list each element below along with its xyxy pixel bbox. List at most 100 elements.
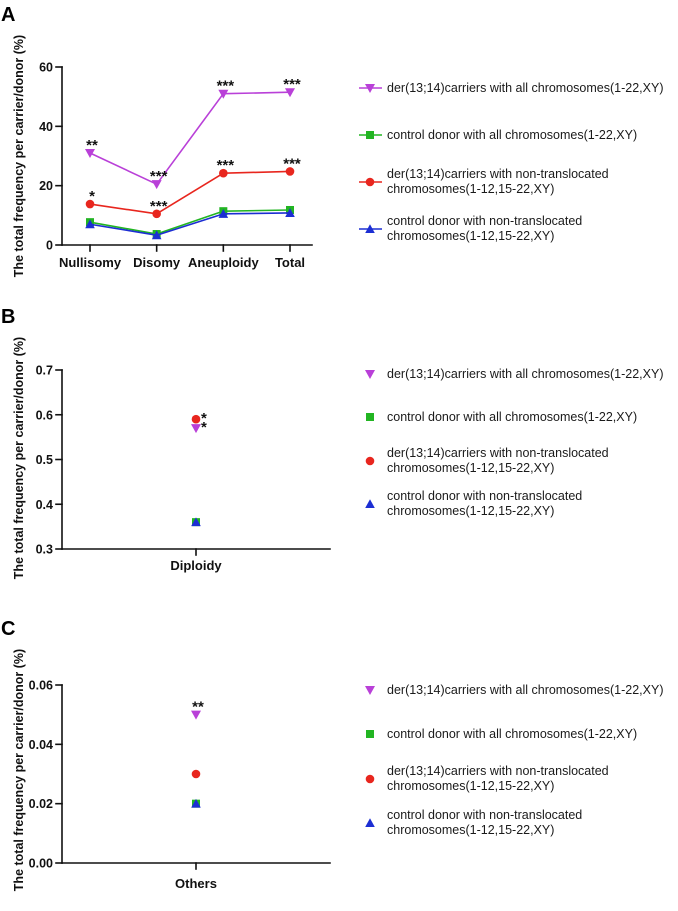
legend-item-c-3: der(13;14)carriers with non-translocated… bbox=[355, 759, 673, 799]
y-tick-label: 40 bbox=[39, 120, 53, 134]
series-3-marker-others bbox=[191, 769, 201, 779]
legend-label: control donor with non-translocated chro… bbox=[387, 488, 583, 518]
triangle-down-icon bbox=[365, 370, 375, 379]
series-3-marker-aneuploidy bbox=[219, 168, 228, 178]
y-axis-title: The total frequency per carrier/donor (%… bbox=[12, 35, 26, 277]
panel-label: A bbox=[1, 4, 15, 26]
legend-item-c-2: control donor with all chromosomes(1-22,… bbox=[355, 714, 673, 754]
legend-swatch bbox=[365, 456, 375, 465]
series-4-marker-others bbox=[191, 798, 201, 808]
square-icon bbox=[366, 131, 374, 139]
significance-label: * bbox=[201, 410, 207, 427]
legend-swatch bbox=[359, 224, 382, 233]
series-1-marker-diploidy bbox=[191, 424, 201, 434]
y-tick-label: 0.3 bbox=[36, 543, 53, 557]
panel-c: C The total frequency per carrier/donor (… bbox=[1, 618, 331, 891]
x-tick-label: Diploidy bbox=[170, 558, 222, 573]
triangle-up-icon bbox=[365, 499, 375, 508]
legend-item-c-1: der(13;14)carriers with all chromosomes(… bbox=[355, 670, 673, 710]
series-1-marker-total bbox=[285, 88, 295, 98]
panel-label: B bbox=[1, 306, 15, 328]
legend-swatch bbox=[365, 818, 375, 827]
triangle-down-icon bbox=[365, 686, 375, 695]
legend-label: control donor with non-translocated chro… bbox=[387, 214, 583, 243]
series-1 bbox=[85, 88, 295, 190]
x-tick-label: Nullisomy bbox=[59, 255, 122, 270]
series-3-marker-diploidy bbox=[191, 414, 201, 424]
legend-item-a-1: der(13;14)carriers with all chromosomes(… bbox=[355, 68, 673, 108]
legend-label: der(13;14)carriers with all chromosomes(… bbox=[387, 682, 664, 697]
series-1 bbox=[191, 710, 201, 720]
series-1 bbox=[191, 424, 201, 434]
y-tick-label: 0.4 bbox=[36, 498, 53, 512]
legend-swatch bbox=[365, 499, 375, 508]
legend-item-b-3: der(13;14)carriers with non-translocated… bbox=[355, 441, 673, 481]
x-tick-label: Others bbox=[175, 876, 217, 891]
significance-label: * bbox=[89, 188, 95, 205]
x-tick-label: Total bbox=[275, 255, 305, 270]
series-3-marker-disomy bbox=[152, 209, 161, 219]
y-tick-label: 0.00 bbox=[29, 857, 53, 871]
y-tick-label: 0.06 bbox=[29, 679, 53, 693]
y-tick-label: 60 bbox=[39, 61, 53, 75]
x-tick-label: Aneuploidy bbox=[188, 255, 260, 270]
series-3-marker-total bbox=[285, 167, 295, 176]
legend-swatch bbox=[359, 177, 382, 187]
legend-swatch bbox=[366, 413, 374, 422]
panel-b: B The total frequency per carrier/donor (… bbox=[1, 306, 331, 579]
series-4-marker-aneuploidy bbox=[218, 209, 229, 218]
y-tick-label: 0 bbox=[46, 239, 53, 253]
significance-label: *** bbox=[217, 157, 235, 174]
significance-label: *** bbox=[283, 76, 301, 93]
series-3-line bbox=[89, 170, 291, 215]
significance-label: ** bbox=[192, 699, 204, 716]
panel-a: A The total frequency per carrier/donor (… bbox=[1, 4, 313, 277]
significance-label: *** bbox=[150, 168, 168, 185]
legend-item-a-4: control donor with non-translocated chro… bbox=[355, 209, 673, 249]
legend-label: der(13;14)carriers with all chromosomes(… bbox=[387, 80, 664, 95]
legend-item-a-3: der(13;14)carriers with non-translocated… bbox=[355, 162, 673, 202]
legend-label: der(13;14)carriers with all chromosomes(… bbox=[387, 366, 664, 381]
series-4-line bbox=[89, 212, 291, 237]
y-tick-label: 0.7 bbox=[36, 364, 53, 378]
legend-swatch bbox=[365, 370, 375, 379]
significance-label: *** bbox=[217, 78, 235, 95]
triangle-down-icon bbox=[365, 84, 375, 93]
series-3 bbox=[85, 167, 295, 219]
legend-swatch bbox=[366, 730, 374, 739]
series-4 bbox=[85, 208, 295, 240]
legend-swatch bbox=[365, 774, 375, 783]
series-2 bbox=[86, 205, 294, 239]
significance-label: ** bbox=[86, 137, 98, 154]
legend-label: control donor with all chromosomes(1-22,… bbox=[387, 127, 638, 142]
series-3 bbox=[191, 414, 201, 424]
x-tick-label: Disomy bbox=[133, 255, 181, 270]
legend-item-b-2: control donor with all chromosomes(1-22,… bbox=[355, 397, 673, 437]
legend-label: der(13;14)carriers with non-translocated… bbox=[387, 167, 609, 196]
significance-label: * bbox=[201, 419, 207, 436]
series-1-marker-nullisomy bbox=[85, 149, 95, 159]
series-4 bbox=[191, 517, 201, 527]
square-icon bbox=[366, 730, 374, 739]
series-1-marker-others bbox=[191, 710, 201, 720]
triangle-up-icon bbox=[365, 818, 375, 827]
legend-item-a-2: control donor with all chromosomes(1-22,… bbox=[355, 115, 673, 155]
series-4-marker-disomy bbox=[151, 230, 162, 240]
panel-label: C bbox=[1, 618, 15, 640]
y-tick-label: 0.5 bbox=[36, 453, 53, 467]
y-tick-label: 0.6 bbox=[36, 408, 53, 422]
series-2-line bbox=[89, 209, 291, 235]
legend-swatch bbox=[359, 131, 382, 139]
y-axis-title: The total frequency per carrier/donor (%… bbox=[12, 649, 26, 891]
series-1-marker-disomy bbox=[151, 180, 162, 190]
series-4 bbox=[191, 798, 201, 808]
legend-item-c-4: control donor with non-translocated chro… bbox=[355, 803, 673, 843]
series-3-marker-nullisomy bbox=[85, 199, 95, 209]
legend-swatch bbox=[359, 84, 382, 93]
triangle-up-icon bbox=[365, 224, 375, 233]
legend-label: der(13;14)carriers with non-translocated… bbox=[387, 445, 609, 475]
legend-label: control donor with non-translocated chro… bbox=[387, 807, 583, 837]
y-tick-label: 20 bbox=[39, 179, 53, 193]
series-4-marker-nullisomy bbox=[85, 219, 95, 229]
